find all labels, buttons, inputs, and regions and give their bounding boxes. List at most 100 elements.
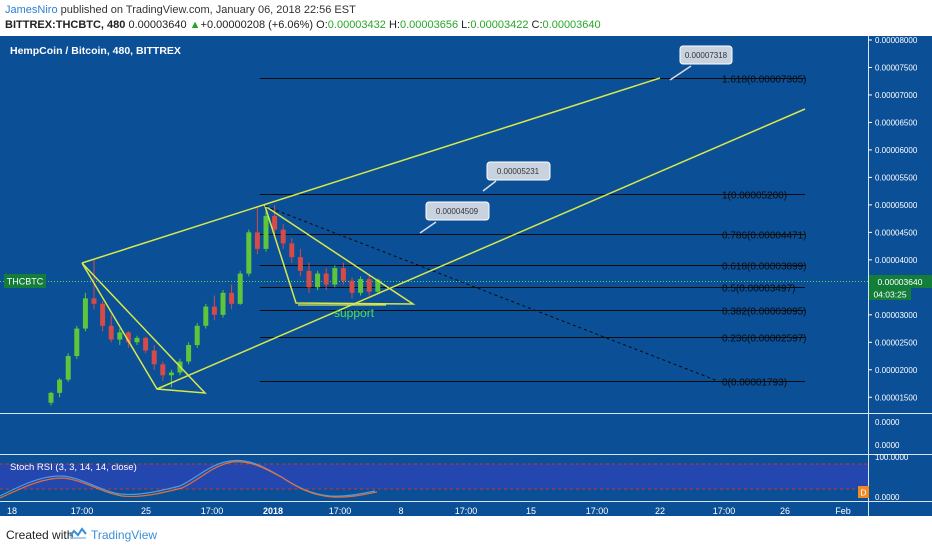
time-label-0: 18: [7, 506, 17, 516]
close-value: 0.00003640: [542, 19, 601, 31]
stoch-d-line: [0, 461, 378, 499]
countdown-tag-box: [869, 288, 911, 300]
price-axis-background: [868, 36, 932, 501]
dashed-trend-line[interactable]: [264, 205, 719, 382]
symbol-tag: THCBTC: [7, 277, 44, 287]
candle-body-4: [82, 298, 88, 329]
created-with-text: Created with: [6, 528, 74, 542]
candle-body-33: [332, 268, 338, 285]
candle-body-20: [220, 292, 226, 315]
price-change: +0.00000208 (+6.06%): [200, 19, 314, 31]
callout-1-box: [679, 45, 733, 65]
low-value: 0.00003422: [470, 19, 529, 31]
time-label-6: 8: [398, 506, 403, 516]
fib-label-5: 0.382(0.00003095): [722, 307, 807, 318]
time-axis-background: [0, 501, 932, 516]
chart-svg[interactable]: 1.618(0.00007305) 1(0.00005200) 0.786(0.00…: [0, 36, 932, 516]
candle-body-28: [289, 243, 295, 258]
candle-body-0: [48, 392, 54, 403]
candle-body-6: [100, 303, 106, 326]
price-label-11: 0.00002000: [875, 366, 918, 375]
time-label-7: 17:00: [455, 506, 478, 516]
candle-body-3: [74, 328, 80, 357]
fib-label-6: 0.236(0.00002597): [722, 334, 807, 345]
low-label: L:: [461, 19, 471, 31]
callout-2[interactable]: 0.00005231: [482, 161, 551, 192]
stoch-k-line: [0, 459, 376, 497]
price-label-9: 0.00003000: [875, 311, 918, 320]
last-price-tag-box: [869, 275, 932, 288]
candles: [48, 204, 381, 406]
last-price: 0.00003640: [128, 19, 187, 31]
mid-pane-background: [0, 414, 868, 454]
time-label-3: 17:00: [201, 506, 224, 516]
time-label-13: Feb: [835, 506, 851, 516]
time-label-1: 17:00: [71, 506, 94, 516]
symbol-tag-box: [4, 274, 46, 288]
callout-3-box: [425, 201, 490, 221]
open-value: 0.00003432: [327, 19, 386, 31]
mid-pane-label-2: 0.0000: [875, 441, 900, 450]
candle-body-21: [229, 292, 235, 304]
price-axis[interactable]: 0.00008000 0.00007500 0.00007000 0.00006500…: [868, 36, 918, 402]
candle-body-7: [108, 325, 114, 340]
candle-body-13: [160, 364, 166, 376]
candle-body-22: [237, 273, 243, 304]
candle-body-9: [125, 332, 131, 343]
last-price-tag: 0.00003640: [878, 277, 923, 287]
high-label: H:: [388, 19, 400, 31]
trend-channel[interactable]: [81, 77, 806, 394]
close-label: C:: [531, 19, 543, 31]
time-label-10: 22: [655, 506, 665, 516]
tradingview-logo-icon: [69, 527, 87, 539]
publish-line: JamesNiro published on TradingView.com, …: [5, 4, 356, 16]
candle-body-36: [358, 279, 364, 293]
callout-2-box: [486, 161, 551, 181]
time-label-4: 2018: [263, 506, 283, 516]
candle-body-35: [349, 280, 355, 293]
candle-body-32: [323, 273, 329, 285]
callout-3-pointer: [419, 221, 437, 234]
author-link[interactable]: JamesNiro: [5, 4, 58, 16]
stoch-flag-box[interactable]: [858, 486, 869, 498]
price-label-7: 0.00004500: [875, 228, 918, 237]
chart-title: HempCoin / Bitcoin, 480, BITTREX: [10, 45, 181, 57]
time-axis[interactable]: 18 17:00 25 17:00 2018 17:00 8 17:00 15 17:00 22 17…: [7, 506, 851, 516]
ohlc-line: BITTREX:THCBTC, 480 0.00003640 ▲+0.00000…: [5, 19, 601, 31]
channel-upper-line[interactable]: [81, 77, 661, 264]
candle-body-24: [254, 232, 260, 249]
callout-1[interactable]: 0.00007318: [669, 45, 733, 81]
callout-2-text: 0.00005231: [497, 167, 540, 176]
candle-body-30: [306, 270, 312, 288]
price-label-10: 0.00002500: [875, 338, 918, 347]
chart-area[interactable]: 1.618(0.00007305) 1(0.00005200) 0.786(0.00…: [0, 36, 932, 516]
triangle-left[interactable]: [81, 262, 207, 394]
stoch-label-0: 0.0000: [875, 493, 900, 502]
channel-lower-line[interactable]: [156, 108, 806, 390]
candle-body-31: [315, 273, 321, 288]
countdown-tag: 04:03:25: [873, 290, 906, 300]
stoch-band: [0, 464, 868, 489]
price-label-5: 0.00005500: [875, 173, 918, 182]
callout-3[interactable]: 0.00004509: [419, 201, 490, 234]
publish-header: JamesNiro published on TradingView.com, …: [0, 0, 932, 36]
fib-label-7: 0(0.00001793): [722, 378, 787, 389]
candle-body-37: [366, 279, 372, 292]
up-arrow-icon: ▲: [189, 19, 201, 31]
time-label-9: 17:00: [586, 506, 609, 516]
fib-label-2: 0.786(0.00004471): [722, 231, 807, 242]
symbol-line: BITTREX:THCBTC, 480: [5, 19, 126, 31]
candle-body-8: [117, 332, 123, 340]
triangle-right[interactable]: [263, 204, 416, 305]
price-label-6: 0.00005000: [875, 201, 918, 210]
published-text: published on TradingView.com, January 06…: [60, 4, 356, 16]
candle-body-29: [297, 257, 303, 271]
callout-2-pointer: [482, 180, 497, 192]
candle-body-27: [280, 229, 286, 244]
tradingview-link[interactable]: TradingView: [91, 528, 158, 542]
mid-pane-label-1: 0.0000: [875, 418, 900, 427]
stoch-flag: D: [860, 488, 866, 498]
price-label-3: 0.00006500: [875, 118, 918, 127]
fib-retracement[interactable]: 1.618(0.00007305) 1(0.00005200) 0.786(0.00…: [260, 75, 807, 389]
main-pane-background: [0, 36, 868, 413]
